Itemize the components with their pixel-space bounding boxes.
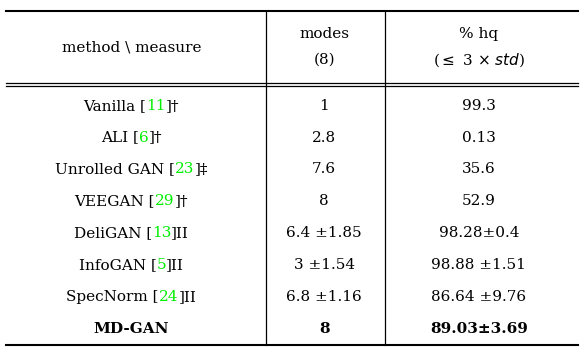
Text: 99.3: 99.3 — [462, 99, 496, 113]
Text: 86.64 ±9.76: 86.64 ±9.76 — [432, 290, 526, 304]
Text: 35.6: 35.6 — [462, 163, 496, 176]
Text: 89.03±3.69: 89.03±3.69 — [430, 322, 528, 336]
Text: ($\leq$ 3 $\times$ $\mathit{std}$): ($\leq$ 3 $\times$ $\mathit{std}$) — [433, 51, 525, 68]
Text: SpecNorm [: SpecNorm [ — [67, 290, 159, 304]
Text: 3 ±1.54: 3 ±1.54 — [294, 258, 354, 272]
Text: 13: 13 — [152, 226, 171, 240]
Text: 2.8: 2.8 — [312, 131, 336, 144]
Text: Unrolled GAN [: Unrolled GAN [ — [55, 163, 175, 176]
Text: 5: 5 — [157, 258, 166, 272]
Text: ]‡: ]‡ — [194, 163, 208, 176]
Text: 11: 11 — [147, 99, 166, 113]
Text: 6.4 ±1.85: 6.4 ±1.85 — [286, 226, 362, 240]
Text: ]II: ]II — [171, 226, 189, 240]
Text: % hq: % hq — [460, 28, 498, 41]
Text: 0.13: 0.13 — [462, 131, 496, 144]
Text: 8: 8 — [319, 194, 329, 208]
Text: 23: 23 — [175, 163, 194, 176]
Text: 52.9: 52.9 — [462, 194, 496, 208]
Text: 24: 24 — [159, 290, 179, 304]
Text: MD-GAN: MD-GAN — [93, 322, 169, 336]
Text: 1: 1 — [319, 99, 329, 113]
Text: 6: 6 — [139, 131, 148, 144]
Text: modes: modes — [299, 28, 349, 41]
Text: 6.8 ±1.16: 6.8 ±1.16 — [286, 290, 362, 304]
Text: (8): (8) — [313, 53, 335, 67]
Text: InfoGAN [: InfoGAN [ — [79, 258, 157, 272]
Text: 98.88 ±1.51: 98.88 ±1.51 — [432, 258, 526, 272]
Text: DeliGAN [: DeliGAN [ — [74, 226, 152, 240]
Text: ]II: ]II — [179, 290, 196, 304]
Text: 98.28±0.4: 98.28±0.4 — [439, 226, 519, 240]
Text: ]II: ]II — [166, 258, 184, 272]
Text: 29: 29 — [155, 194, 175, 208]
Text: 7.6: 7.6 — [312, 163, 336, 176]
Text: ]†: ]† — [175, 194, 188, 208]
Text: 8: 8 — [319, 322, 329, 336]
Text: ALI [: ALI [ — [101, 131, 139, 144]
Text: ]†: ]† — [166, 99, 179, 113]
Text: VEEGAN [: VEEGAN [ — [75, 194, 155, 208]
Text: ]†: ]† — [148, 131, 162, 144]
Text: Vanilla [: Vanilla [ — [84, 99, 147, 113]
Text: method \ measure: method \ measure — [62, 40, 201, 54]
